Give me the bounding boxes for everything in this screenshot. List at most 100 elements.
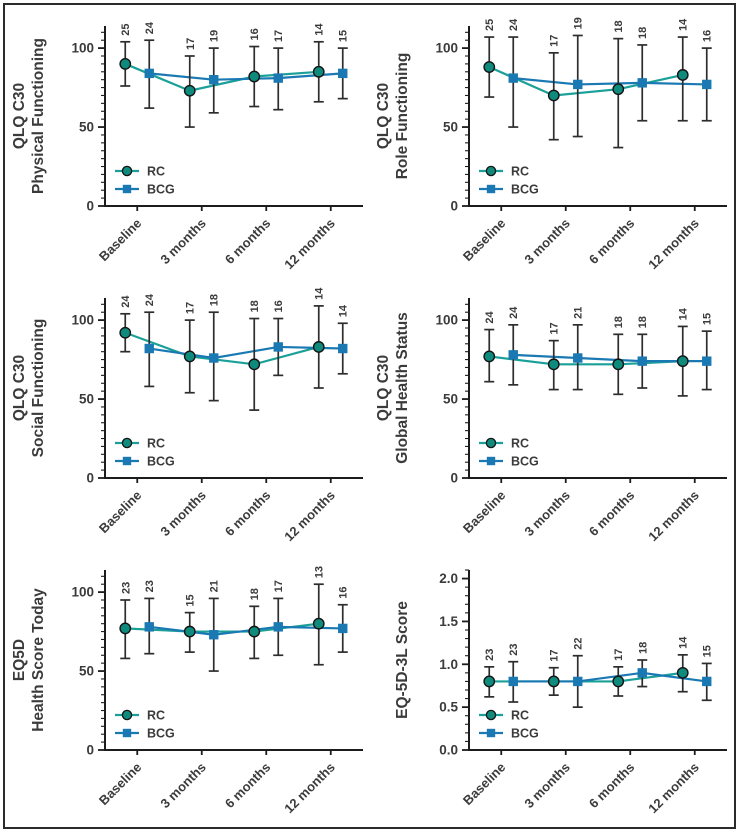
legend-label: BCG: [147, 182, 175, 196]
n-label: 18: [249, 300, 261, 312]
bcg-marker: [702, 676, 712, 687]
bcg-series-line: [149, 345, 343, 360]
rc-series-line: [489, 355, 683, 366]
rc-marker: [183, 84, 196, 97]
legend-label: RC: [147, 436, 165, 450]
bcg-marker: [144, 68, 154, 79]
n-label: 18: [637, 316, 649, 328]
bcg-marker: [637, 78, 647, 88]
rc-marker: [248, 625, 261, 638]
n-label: 13: [314, 566, 326, 578]
x-tick-label: Baseline: [460, 216, 508, 264]
x-tick-label: 6 months: [586, 760, 637, 811]
y-axis-title: EQ-5D-3L Score: [394, 601, 411, 719]
rc-marker: [312, 65, 325, 78]
y-axis-title: Global Health Status: [394, 312, 411, 464]
y-tick-label: 2.0: [439, 571, 458, 586]
y-axis-title: Role Functioning: [394, 53, 411, 180]
n-label: 17: [613, 649, 625, 661]
legend-rc-marker: [121, 709, 133, 721]
y-axis-title: Social Functioning: [30, 319, 47, 458]
n-label: 18: [613, 20, 625, 32]
x-tick-label: 3 months: [521, 488, 572, 539]
n-label: 14: [314, 23, 326, 36]
n-label: 24: [508, 306, 520, 319]
n-label: 21: [209, 580, 221, 592]
n-label: 23: [508, 643, 520, 655]
n-label: 25: [484, 19, 496, 31]
n-label: 24: [120, 295, 132, 308]
legend-label: RC: [511, 708, 529, 722]
bcg-series-line: [513, 77, 707, 86]
rc-marker: [547, 675, 560, 688]
n-label: 15: [338, 30, 350, 42]
rc-series-line: [488, 66, 683, 97]
n-label: 22: [573, 637, 585, 649]
n-label: 24: [484, 310, 496, 323]
y-tick-label: 100: [71, 41, 94, 56]
legend-bcg-marker: [122, 728, 132, 738]
y-tick-label: 0: [86, 199, 94, 214]
rc-marker: [483, 350, 496, 363]
n-label: 17: [185, 38, 197, 50]
y-tick-label: 0: [450, 471, 458, 486]
figure-border: 0 50 100 Baseline 3 months 6 months 12 months Q…: [3, 3, 736, 829]
bcg-marker: [338, 343, 348, 354]
chart-qlq-c30-global-health-status: 0 50 100 Baseline 3 months 6 months 12 months Q…: [375, 298, 727, 544]
x-tick-label: 12 months: [645, 216, 702, 273]
chart-qlq-c30-role-functioning: 0 50 100 Baseline 3 months 6 months 12 months Q…: [375, 17, 727, 273]
x-tick-label: 12 months: [281, 488, 338, 545]
legend: RC BCG: [479, 164, 539, 196]
x-tick-label: Baseline: [96, 760, 144, 808]
rc-marker: [483, 61, 496, 73]
legend: RC BCG: [115, 708, 175, 740]
bcg-marker: [637, 356, 647, 366]
rc-marker: [547, 358, 560, 371]
y-tick-label: 0.0: [439, 743, 458, 758]
legend-label: BCG: [147, 454, 175, 468]
y-axis-title: QLQ C30: [375, 355, 392, 421]
n-label: 17: [273, 30, 285, 42]
bcg-marker: [508, 73, 518, 83]
y-axis-title: Physical Functioning: [30, 38, 47, 194]
bcg-marker: [338, 68, 348, 79]
rc-marker: [119, 622, 132, 635]
bcg-marker: [573, 353, 583, 363]
rc-marker: [483, 675, 496, 688]
rc-marker: [248, 358, 261, 371]
y-axis-title: QLQ C30: [375, 83, 392, 149]
legend-bcg-marker: [486, 456, 496, 466]
x-tick-label: 12 months: [645, 760, 702, 817]
rc-marker: [119, 57, 132, 70]
legend-rc-marker: [485, 709, 497, 721]
bcg-series-line: [149, 72, 343, 81]
x-tick-label: Baseline: [96, 488, 144, 536]
x-tick-label: 3 months: [157, 760, 208, 811]
x-tick-label: 3 months: [521, 760, 572, 811]
x-tick-label: 6 months: [222, 488, 273, 539]
y-tick-label: 50: [79, 392, 94, 407]
chart-eq5d-health-score-today: 0 50 100 Baseline 3 months 6 months 12 months E…: [11, 566, 363, 816]
n-label: 16: [273, 300, 285, 312]
bcg-marker: [508, 676, 518, 687]
n-label: 15: [702, 313, 714, 325]
chart-qlq-c30-physical-functioning: 0 50 100 Baseline 3 months 6 months 12 months Q…: [11, 21, 363, 272]
bcg-marker: [273, 73, 283, 83]
y-tick-label: 100: [71, 585, 94, 600]
legend-rc-marker: [485, 437, 497, 449]
y-tick-label: 0: [86, 471, 94, 486]
bcg-marker: [702, 79, 712, 90]
y-tick-label: 0.5: [439, 700, 458, 715]
rc-marker: [676, 666, 689, 679]
n-label: 18: [209, 294, 221, 306]
bcg-marker: [209, 630, 219, 640]
x-tick-label: Baseline: [460, 488, 508, 536]
n-label: 17: [549, 649, 561, 661]
n-label: 18: [637, 642, 649, 654]
rc-marker: [547, 89, 560, 102]
legend-bcg-marker: [486, 184, 496, 194]
bcg-marker: [573, 79, 583, 90]
n-label: 16: [338, 586, 350, 598]
